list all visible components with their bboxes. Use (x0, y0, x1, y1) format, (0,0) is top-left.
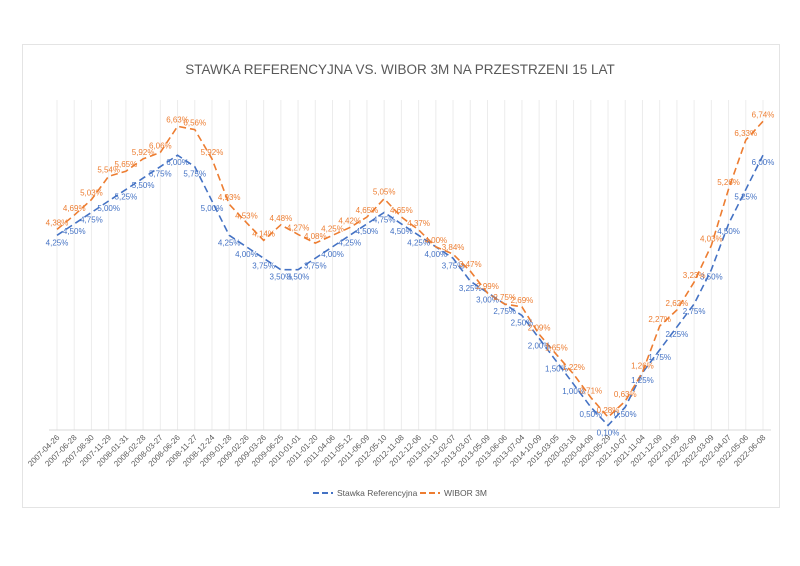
data-label: 4,48% (270, 214, 293, 223)
data-label: 3,23% (683, 271, 706, 280)
data-label: 4,65% (356, 206, 379, 215)
data-label: 1,00% (562, 387, 585, 396)
data-label: 1,65% (545, 343, 568, 352)
data-label: 3,50% (700, 273, 723, 282)
data-label: 2,00% (528, 341, 551, 350)
data-label: 4,65% (390, 206, 413, 215)
data-label: 4,14% (252, 229, 275, 238)
data-label: 6,56% (183, 119, 206, 128)
data-label: 5,92% (201, 148, 224, 157)
data-label: 4,69% (63, 204, 86, 213)
data-label: 4,00% (424, 236, 447, 245)
data-label: 2,69% (511, 296, 534, 305)
data-label: 6,00% (752, 158, 775, 167)
data-label: 6,74% (752, 110, 775, 119)
data-label: 4,25% (338, 238, 361, 247)
data-label: 2,99% (476, 282, 499, 291)
data-label: 4,50% (63, 227, 86, 236)
data-label: 5,00% (97, 204, 120, 213)
data-label: 4,25% (407, 238, 430, 247)
data-label: 4,00% (321, 250, 344, 259)
data-label: 4,00% (424, 250, 447, 259)
data-label: 0,63% (614, 390, 637, 399)
data-label: 5,54% (97, 165, 120, 174)
data-label: 2,75% (683, 307, 706, 316)
data-label: 3,75% (304, 261, 327, 270)
data-label: 2,62% (666, 299, 689, 308)
data-label: 0,50% (579, 410, 602, 419)
series-lines (56, 120, 764, 427)
data-label: 4,08% (304, 232, 327, 241)
data-label: 5,03% (80, 189, 103, 198)
data-label: 5,25% (115, 193, 138, 202)
data-label: 0,50% (614, 410, 637, 419)
series-line-stawka (56, 154, 764, 427)
data-label: 4,53% (235, 212, 258, 221)
data-label: 5,92% (132, 148, 155, 157)
data-label: 1,26% (631, 361, 654, 370)
data-label: 2,75% (493, 307, 516, 316)
data-label: 4,93% (218, 193, 241, 202)
data-label: 5,75% (149, 170, 172, 179)
data-label: 4,25% (218, 238, 241, 247)
legend-label-wibor: WIBOR 3M (444, 488, 487, 498)
data-label: 6,00% (166, 158, 189, 167)
data-label: 0,28% (597, 406, 620, 415)
gridlines (49, 100, 771, 431)
data-label: 3,50% (287, 273, 310, 282)
data-label: 3,50% (270, 273, 293, 282)
data-label: 1,22% (562, 363, 585, 372)
data-label: 2,25% (666, 330, 689, 339)
data-label: 5,25% (734, 193, 757, 202)
data-label: 2,09% (528, 323, 551, 332)
data-label: 4,42% (338, 217, 361, 226)
data-label: 4,75% (373, 215, 396, 224)
chart-title: STAWKA REFERENCYJNA VS. WIBOR 3M NA PRZE… (185, 62, 615, 77)
data-label: 5,00% (201, 204, 224, 213)
series-line-wibor (56, 120, 764, 419)
data-label: 3,75% (252, 261, 275, 270)
data-label: 4,75% (80, 215, 103, 224)
data-label: 2,75% (493, 293, 516, 302)
data-label: 4,00% (235, 250, 258, 259)
data-label: 4,27% (287, 223, 310, 232)
data-label: 4,38% (46, 218, 69, 227)
data-label: 2,27% (648, 315, 671, 324)
legend: Stawka Referencyjna WIBOR 3M (313, 488, 487, 498)
data-label: 3,75% (442, 261, 465, 270)
data-label: 3,00% (476, 296, 499, 305)
data-label: 4,25% (46, 238, 69, 247)
data-label: 3,84% (442, 243, 465, 252)
data-label: 4,37% (407, 219, 430, 228)
data-label: 4,25% (321, 224, 344, 233)
data-label: 4,03% (700, 234, 723, 243)
data-label: 4,50% (356, 227, 379, 236)
data-label: 6,06% (149, 141, 172, 150)
data-label: 5,75% (183, 170, 206, 179)
data-label: 0,10% (597, 428, 620, 437)
data-label: 4,50% (717, 227, 740, 236)
data-label: 0,71% (579, 386, 602, 395)
data-label: 5,50% (132, 181, 155, 190)
data-label: 4,50% (390, 227, 413, 236)
data-label: 1,25% (631, 376, 654, 385)
legend-label-stawka: Stawka Referencyjna (337, 488, 418, 498)
data-label: 5,65% (115, 160, 138, 169)
data-label: 3,47% (459, 260, 482, 269)
data-label: 3,25% (459, 284, 482, 293)
data-label: 6,33% (734, 129, 757, 138)
data-label: 1,75% (648, 353, 671, 362)
data-label: 6,63% (166, 115, 189, 124)
data-label: 5,05% (373, 188, 396, 197)
data-labels: 4,25% 4,50% 4,75% 5,00% 5,25% 5,50% 5,75% 6,00%… (46, 110, 775, 437)
x-axis-tick-labels: 2007-04-262007-06-282007-08-302007-11-29… (26, 433, 768, 469)
data-label: 1,50% (545, 364, 568, 373)
data-label: 2,50% (511, 319, 534, 328)
data-label: 5,26% (717, 178, 740, 187)
